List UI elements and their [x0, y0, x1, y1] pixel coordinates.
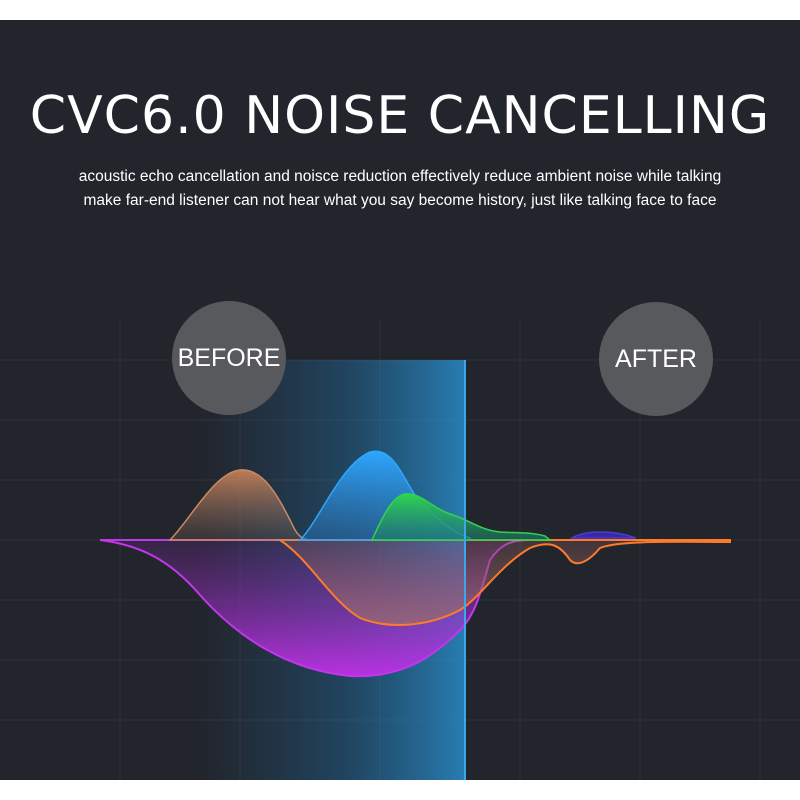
description-line-1: acoustic echo cancellation and noisce re…: [78, 168, 722, 185]
after-badge-label: AFTER: [615, 344, 697, 373]
waveform-illustration: [0, 320, 800, 780]
banner-panel: CVC6.0 NOISE CANCELLING acoustic echo ca…: [0, 20, 800, 780]
after-badge: AFTER: [599, 302, 713, 416]
before-badge-label: BEFORE: [177, 343, 281, 372]
orange-lower-wave: [276, 539, 731, 626]
page-title: CVC6.0 NOISE CANCELLING: [29, 86, 771, 146]
before-badge: BEFORE: [172, 301, 286, 415]
green-voice-wave: [370, 493, 553, 541]
description-line-2: make far-end listener can not hear what …: [83, 192, 717, 209]
after-residual-blip: [569, 531, 637, 539]
